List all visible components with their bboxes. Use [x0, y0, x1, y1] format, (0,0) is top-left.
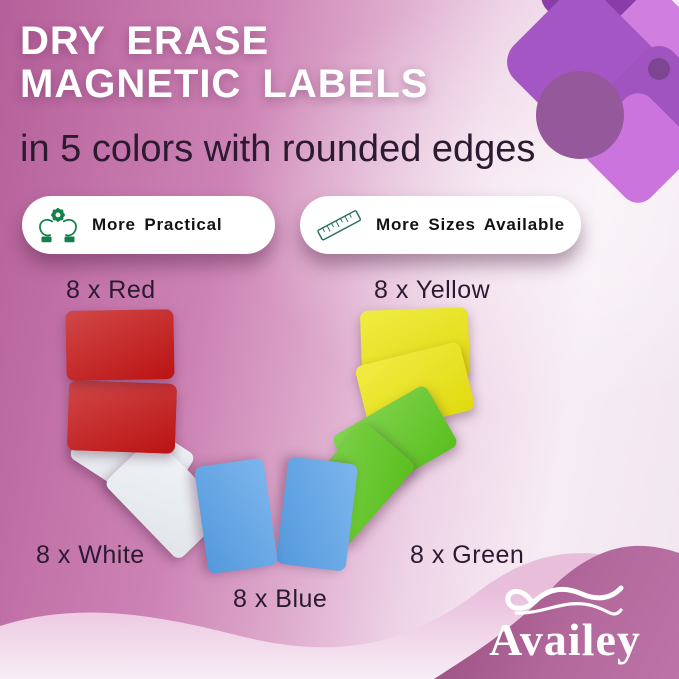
brand-logo: Availey: [465, 581, 665, 663]
label-card-red: [65, 309, 175, 381]
label-card-blue: [275, 456, 359, 572]
swoosh-icon: [505, 585, 624, 616]
quantity-label-red: 8 x Red: [66, 276, 156, 304]
feature-badge-label: More Sizes Available: [376, 215, 565, 234]
title-line-2: MAGNETIC LABELS: [20, 62, 429, 107]
feature-badge-sizes: More Sizes Available: [300, 196, 581, 254]
page-subtitle: in 5 colors with rounded edges: [20, 128, 536, 170]
decor-circle-small: [648, 58, 670, 80]
feature-badge-practical: More Practical: [22, 196, 275, 254]
quantity-label-yellow: 8 x Yellow: [374, 276, 491, 304]
decor-circle-large: [536, 71, 624, 159]
feature-badge-label: More Practical: [92, 215, 223, 234]
brand-name: Availey: [489, 614, 641, 665]
quantity-label-white: 8 x White: [36, 541, 145, 569]
quantity-label-green: 8 x Green: [410, 541, 525, 569]
label-card-red: [66, 380, 178, 454]
page-title: DRY ERASE MAGNETIC LABELS: [20, 19, 429, 107]
ruler-icon: [313, 203, 365, 247]
quantity-label-blue: 8 x Blue: [233, 585, 328, 613]
title-line-1: DRY ERASE: [20, 19, 270, 63]
label-card-blue: [193, 457, 279, 575]
hands-gear-icon: [35, 203, 81, 247]
